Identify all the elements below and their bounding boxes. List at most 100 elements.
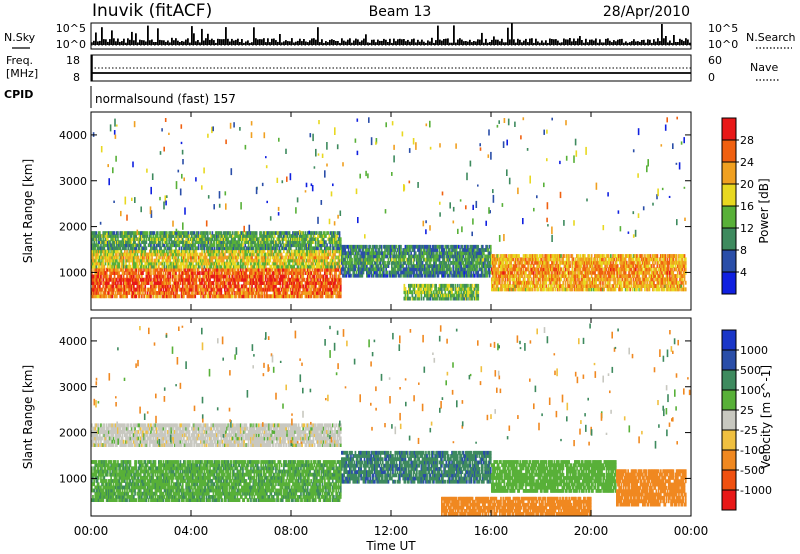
power-map: [91, 116, 687, 301]
heatmap-cell: [104, 243, 107, 248]
heatmap-cell: [143, 267, 145, 272]
heatmap-cell: [186, 271, 189, 275]
nsky-bar: [679, 38, 681, 45]
heatmap-cell: [293, 267, 295, 272]
heatmap-cell: [283, 274, 285, 279]
heatmap-cell: [243, 249, 245, 254]
heatmap-cell: [413, 267, 416, 272]
heatmap-cell: [321, 287, 324, 292]
heatmap-cell: [295, 252, 298, 257]
heatmap-cell: [122, 231, 125, 235]
heatmap-cell: [185, 243, 187, 248]
heatmap-cell: [314, 277, 317, 282]
heatmap-cell: [158, 261, 160, 266]
heatmap-cell: [191, 264, 193, 269]
heatmap-cell: [352, 273, 355, 278]
heatmap-cell: [456, 251, 459, 256]
heatmap-cell: [111, 237, 114, 241]
heatmap-cell: [104, 240, 107, 244]
heatmap-cell: [195, 287, 198, 292]
heatmap-cell: [408, 273, 410, 278]
nsky-bar: [159, 39, 161, 45]
heatmap-cell: [292, 243, 294, 248]
heatmap-cell: [108, 240, 110, 244]
heatmap-cell: [321, 243, 324, 248]
heatmap-cell: [381, 267, 384, 272]
heatmap-cell: [435, 251, 437, 256]
nsky-bar: [555, 39, 557, 45]
heatmap-cell: [111, 243, 114, 248]
heatmap-cell: [245, 277, 248, 282]
heatmap-cell: [113, 249, 116, 254]
heatmap-cell: [268, 237, 270, 241]
heatmap-cell: [197, 287, 200, 292]
heatmap-cell: [181, 237, 184, 241]
heatmap-cell: [100, 294, 102, 299]
heatmap-cell: [141, 252, 143, 257]
heatmap-cell: [212, 284, 215, 289]
heatmap-cell: [226, 294, 228, 299]
heatmap-cell: [299, 287, 301, 292]
heatmap-cell: [336, 243, 339, 248]
heatmap-cell: [119, 252, 122, 257]
heatmap-cell: [254, 246, 257, 251]
heatmap-cell: [160, 246, 162, 251]
heatmap-cell: [99, 261, 101, 266]
heatmap-cell: [352, 267, 355, 272]
heatmap-cell: [281, 274, 284, 279]
heatmap-cell: [164, 267, 167, 272]
heatmap-cell: [422, 248, 425, 252]
heatmap-cell: [139, 231, 142, 235]
heatmap-cell: [221, 234, 224, 238]
heatmap-cell: [216, 267, 218, 272]
heatmap-cell: [162, 294, 165, 299]
heatmap-cell: [255, 231, 258, 235]
heatmap-cell: [105, 277, 108, 282]
heatmap-cell: [420, 270, 423, 275]
nsky-bar: [461, 39, 463, 45]
heatmap-cell: [239, 277, 242, 282]
heatmap-cell: [155, 291, 158, 295]
heatmap-cell: [186, 287, 189, 292]
heatmap-cell: [246, 258, 249, 263]
heatmap-cell: [249, 274, 251, 279]
heatmap-cell: [95, 281, 98, 285]
heatmap-cell: [319, 274, 322, 279]
heatmap-cell: [220, 294, 223, 299]
heatmap-cell: [320, 284, 323, 289]
heatmap-cell: [92, 246, 94, 251]
heatmap-cell: [331, 231, 334, 235]
heatmap-cell: [246, 281, 249, 285]
heatmap-cell: [238, 246, 241, 251]
heatmap-cell: [204, 255, 207, 260]
heatmap-cell: [322, 255, 325, 260]
heatmap-cell: [412, 254, 415, 259]
nsky-bar: [407, 39, 409, 45]
heatmap-cell: [428, 267, 431, 272]
heatmap-cell: [231, 258, 234, 263]
heatmap-cell: [397, 264, 400, 268]
heatmap-cell: [164, 246, 167, 251]
heatmap-cell: [200, 291, 202, 295]
heatmap-cell: [276, 264, 278, 269]
heatmap-cell: [284, 255, 286, 260]
heatmap-cell: [192, 243, 194, 248]
heatmap-cell: [429, 264, 432, 268]
heatmap-cell: [105, 287, 108, 292]
heatmap-cell: [185, 231, 187, 235]
heatmap-cell: [291, 255, 293, 260]
heatmap-cell: [331, 258, 334, 263]
heatmap-cell: [174, 252, 176, 257]
heatmap-cell: [338, 243, 341, 248]
heatmap-cell: [455, 254, 458, 259]
heatmap-cell: [214, 271, 217, 275]
heatmap-cell: [195, 261, 198, 266]
heatmap-cell: [325, 274, 327, 279]
heatmap-cell: [184, 281, 186, 285]
nsky-bar: [683, 41, 685, 45]
heatmap-cell: [141, 258, 143, 263]
heatmap-cell: [302, 234, 305, 238]
heatmap-cell: [224, 237, 226, 241]
heatmap-cell: [280, 267, 283, 272]
heatmap-cell: [134, 252, 136, 257]
